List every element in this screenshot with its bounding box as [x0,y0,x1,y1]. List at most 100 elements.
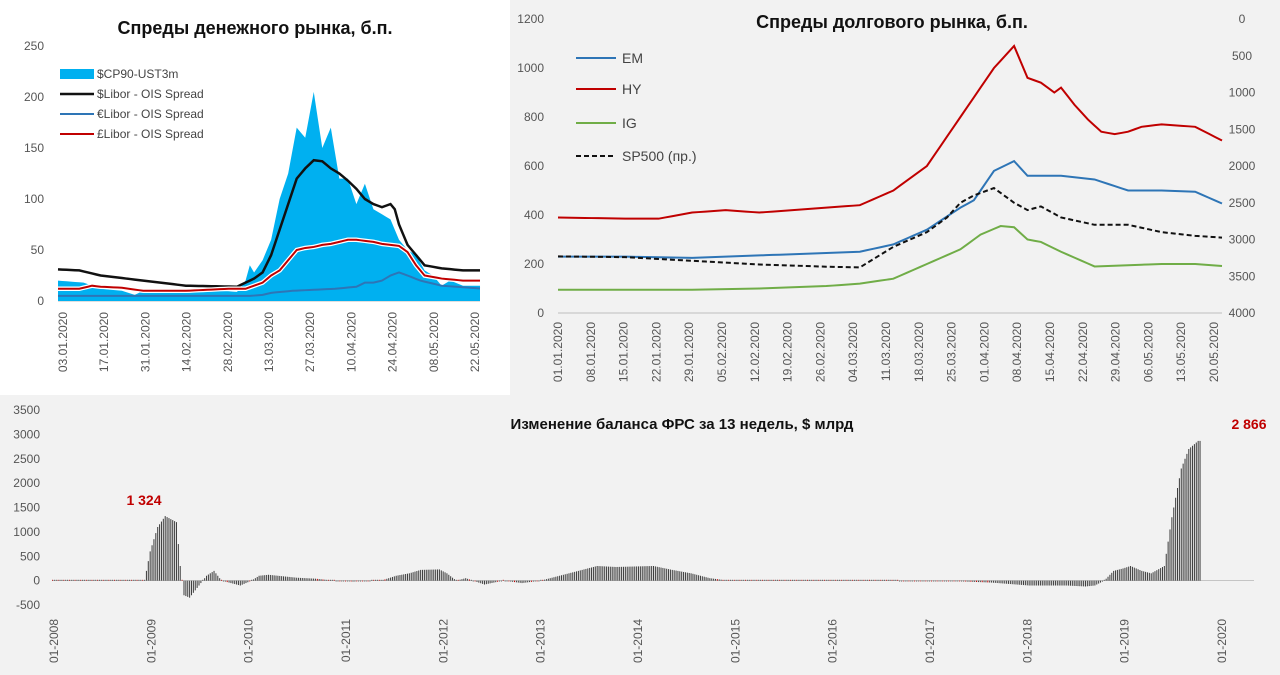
fed-balance-bar [153,539,155,581]
fed-balance-bar [301,577,303,581]
fed-balance-bar [1126,567,1128,581]
fed-balance-bar [594,566,596,581]
fed-balance-bar [686,572,688,581]
fed-balance-bar [1130,566,1132,581]
debt-market-title: Спреды долгового рынка, б.п. [756,12,1028,32]
fed-balance-bar [236,580,238,585]
right-tick-7: 3500 [1229,269,1256,283]
fed-balance-bar [414,571,416,581]
fed-balance-bar [991,580,993,583]
fed-balance-bar [758,579,760,581]
fed-balance-bar [179,566,181,581]
fed-balance-bar [660,567,662,581]
fed-balance-bar [617,566,619,581]
fed-balance-bar [1047,580,1049,586]
fed-balance-bar [305,578,307,581]
fed-balance-bar [1053,580,1055,586]
fed-balance-bar [634,566,636,581]
fed-balance-bar [112,579,114,581]
fed-balance-x-axis: 01-2008 01-2009 01-2010 01-2011 01-2012 01-20… [47,619,1229,663]
x-tick-8: 26.02.2020 [813,322,827,382]
x-tick-14: 08.04.2020 [1010,322,1024,382]
fed-balance-bar [810,579,812,581]
fed-balance-bar [160,521,162,581]
fed-balance-bar [936,580,938,582]
fed-balance-bar [664,568,666,581]
fed-balance-bar [459,579,461,581]
x-tick-7: 10.04.2020 [344,312,358,372]
fed-balance-bar [837,579,839,581]
fed-balance-bar [927,580,929,582]
fed-balance-bar [277,575,279,581]
debt-market-chart: Спреды долгового рынка, б.п. 0 200 400 600 8… [510,0,1280,395]
fed-balance-bar [701,576,703,581]
fed-balance-bar [281,576,283,581]
fed-balance-bar [1017,580,1019,585]
fed-balance-bar [795,579,797,581]
fed-balance-bar [596,566,598,581]
fed-balance-bar [641,566,643,581]
fed-balance-bar [761,579,763,581]
fed-balance-bar [1152,572,1154,581]
fed-balance-bar [976,580,978,582]
fed-balance-bar [1096,580,1098,585]
fed-balance-bar [570,572,572,581]
fed-balance-bar [559,575,561,581]
y-tick-1: 50 [31,243,45,257]
fed-balance-bar [489,580,491,584]
fed-balance-bar [666,568,668,581]
fed-balance-bar [211,572,213,581]
right-tick-4: 2000 [1229,159,1256,173]
fed-balance-bar [1120,568,1122,581]
fed-balance-bar [1092,580,1094,586]
x-tick-2: 01-2010 [242,619,256,663]
fed-balance-bar [202,579,204,581]
fed-balance-bar [391,576,393,581]
fed-balance-bar [579,570,581,581]
fed-balance-bar [421,569,424,581]
fed-balance-bar [326,579,328,581]
fed-balance-bar [566,573,568,581]
fed-balance-bar [226,580,228,583]
fed-balance-bar [1103,579,1105,581]
x-tick-3: 01-2011 [339,619,353,662]
x-tick-1: 01-2009 [144,619,158,663]
fed-balance-bar [206,575,208,581]
fed-balance-bar [1004,580,1006,584]
legend-label-cp90: $CP90-UST3m [97,67,178,81]
fed-balance-bar [1043,580,1045,586]
fed-balance-bar [643,566,645,581]
fed-balance-bar [386,578,388,581]
fed-balance-bar [269,574,271,581]
gbp-libor-ois-line [58,238,480,292]
fed-balance-bar [746,579,748,581]
fed-balance-bar [544,579,546,581]
y-tick-2: 100 [24,192,44,206]
fed-balance-bar [378,579,380,581]
fed-balance-bar [962,580,964,582]
fed-balance-bar [656,566,658,581]
fed-balance-bar [457,579,459,581]
fed-balance-bar [1090,580,1092,586]
fed-balance-bar [874,579,876,581]
fed-balance-bar [778,579,780,581]
fed-balance-bar [461,579,463,581]
x-tick-15: 15.04.2020 [1043,322,1057,382]
fed-balance-bar [448,574,450,581]
fed-balance-bar [446,573,448,581]
fed-balance-bar [1079,580,1081,587]
fed-balance-bar [934,580,936,582]
fed-balance-bar [1007,580,1009,584]
fed-balance-bar [713,578,715,581]
em-spread-line [558,159,1223,259]
fed-balance-bar [155,533,157,581]
fed-balance-bar [468,579,470,581]
fed-balance-bar [1069,580,1071,586]
x-tick-12: 25.03.2020 [945,322,959,382]
fed-balance-bar [275,575,277,581]
fed-balance-bar [929,580,931,582]
fed-balance-bar [104,579,106,581]
fed-balance-bar [382,579,384,581]
fed-balance-bar [504,580,506,582]
fed-balance-bar [237,580,239,586]
